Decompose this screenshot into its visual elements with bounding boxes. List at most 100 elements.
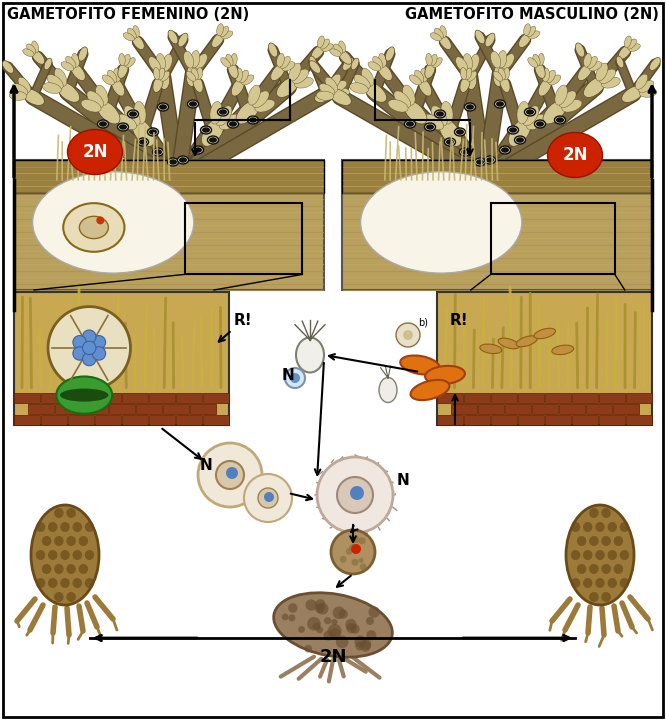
Ellipse shape — [43, 83, 61, 94]
Ellipse shape — [543, 100, 567, 124]
Ellipse shape — [403, 100, 427, 124]
Bar — [437, 292, 652, 425]
Ellipse shape — [525, 108, 535, 116]
Ellipse shape — [97, 120, 109, 128]
Ellipse shape — [44, 58, 52, 70]
Ellipse shape — [157, 103, 168, 111]
Ellipse shape — [195, 54, 207, 69]
Ellipse shape — [33, 171, 194, 273]
Ellipse shape — [191, 68, 198, 80]
Ellipse shape — [320, 39, 330, 49]
Ellipse shape — [220, 58, 230, 68]
Ellipse shape — [583, 550, 593, 560]
Ellipse shape — [501, 148, 509, 153]
Circle shape — [346, 623, 357, 634]
Bar — [572, 393, 598, 403]
Ellipse shape — [589, 592, 599, 602]
Text: R!: R! — [450, 313, 469, 328]
Ellipse shape — [486, 157, 494, 163]
FancyBboxPatch shape — [14, 160, 324, 192]
Ellipse shape — [494, 71, 503, 81]
Bar — [95, 415, 121, 425]
Ellipse shape — [315, 86, 337, 102]
Ellipse shape — [480, 344, 501, 354]
Ellipse shape — [71, 63, 85, 81]
Ellipse shape — [418, 78, 432, 96]
Ellipse shape — [309, 56, 317, 68]
Bar — [599, 415, 625, 425]
Ellipse shape — [63, 203, 125, 252]
Ellipse shape — [639, 88, 657, 97]
Ellipse shape — [566, 505, 634, 605]
Circle shape — [350, 486, 364, 500]
Ellipse shape — [519, 32, 531, 48]
Ellipse shape — [556, 117, 564, 122]
Ellipse shape — [538, 78, 551, 96]
Ellipse shape — [124, 106, 140, 126]
Bar — [626, 415, 652, 425]
Ellipse shape — [436, 112, 444, 117]
Bar — [28, 404, 54, 414]
Ellipse shape — [529, 31, 540, 39]
Ellipse shape — [410, 380, 450, 400]
Circle shape — [216, 461, 244, 489]
Circle shape — [312, 623, 320, 630]
Ellipse shape — [583, 53, 591, 67]
Ellipse shape — [571, 578, 580, 588]
Ellipse shape — [516, 336, 537, 347]
Circle shape — [346, 619, 356, 630]
Ellipse shape — [542, 68, 549, 82]
Ellipse shape — [123, 32, 135, 41]
Ellipse shape — [424, 123, 436, 131]
Ellipse shape — [460, 148, 470, 156]
Ellipse shape — [79, 47, 87, 61]
Ellipse shape — [311, 45, 324, 59]
Ellipse shape — [218, 108, 228, 116]
Circle shape — [360, 564, 366, 570]
Ellipse shape — [79, 564, 88, 574]
Circle shape — [346, 548, 352, 554]
Ellipse shape — [12, 84, 28, 96]
Ellipse shape — [502, 54, 514, 69]
Ellipse shape — [434, 110, 446, 118]
Circle shape — [351, 544, 361, 554]
Ellipse shape — [209, 138, 217, 143]
Bar — [491, 415, 517, 425]
Text: R!: R! — [234, 313, 252, 328]
Ellipse shape — [127, 28, 137, 39]
Ellipse shape — [470, 54, 480, 71]
Bar — [82, 404, 108, 414]
Ellipse shape — [67, 130, 123, 174]
Bar — [626, 393, 652, 403]
Circle shape — [403, 330, 413, 340]
Circle shape — [358, 537, 366, 544]
Ellipse shape — [494, 100, 505, 108]
Ellipse shape — [546, 70, 555, 83]
Ellipse shape — [54, 564, 64, 574]
Text: 2N: 2N — [562, 146, 588, 164]
Bar — [95, 393, 121, 403]
Ellipse shape — [179, 157, 187, 163]
Ellipse shape — [476, 159, 484, 165]
Ellipse shape — [601, 508, 611, 518]
Ellipse shape — [463, 53, 472, 71]
Ellipse shape — [503, 68, 509, 80]
Ellipse shape — [430, 32, 442, 41]
Ellipse shape — [220, 114, 240, 130]
Ellipse shape — [491, 51, 501, 68]
Bar — [613, 404, 639, 414]
Ellipse shape — [362, 68, 374, 86]
Ellipse shape — [96, 85, 108, 105]
Circle shape — [366, 630, 376, 640]
Ellipse shape — [72, 53, 79, 67]
Bar — [464, 415, 490, 425]
Ellipse shape — [461, 149, 469, 155]
Ellipse shape — [96, 100, 120, 124]
Bar — [545, 393, 571, 403]
Ellipse shape — [509, 117, 531, 146]
Ellipse shape — [516, 138, 524, 143]
Ellipse shape — [535, 120, 545, 128]
Ellipse shape — [208, 136, 218, 144]
Ellipse shape — [456, 130, 464, 135]
Text: GAMETOFITO FEMENINO (2N): GAMETOFITO FEMENINO (2N) — [7, 7, 249, 22]
